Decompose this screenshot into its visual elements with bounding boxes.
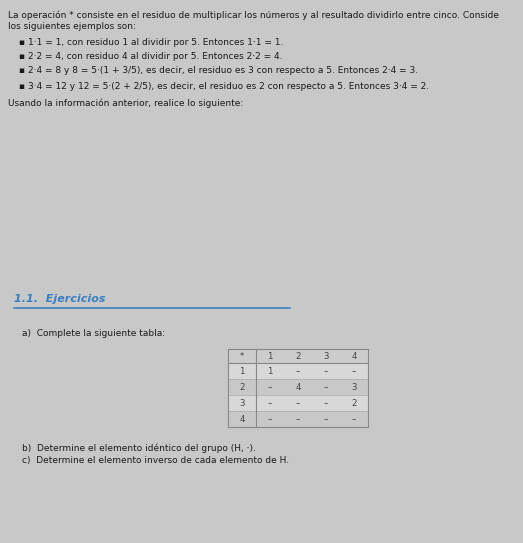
Text: 1: 1 <box>267 367 273 376</box>
Text: –: – <box>268 399 272 408</box>
Text: ▪: ▪ <box>18 52 24 61</box>
Text: 1: 1 <box>239 367 245 376</box>
Bar <box>228 363 368 379</box>
Text: c)  Determine el elemento inverso de cada elemento de H.: c) Determine el elemento inverso de cada… <box>22 456 289 465</box>
Text: 2: 2 <box>351 399 357 408</box>
Text: –: – <box>268 415 272 424</box>
Text: los siguientes ejemplos son:: los siguientes ejemplos son: <box>8 22 136 31</box>
Text: 1·1 = 1, con residuo 1 al dividir por 5. Entonces 1⋅1 = 1.: 1·1 = 1, con residuo 1 al dividir por 5.… <box>28 38 283 47</box>
Text: 4: 4 <box>239 415 245 424</box>
Text: –: – <box>352 367 356 376</box>
Text: ▪: ▪ <box>18 66 24 75</box>
Text: –: – <box>268 383 272 392</box>
Text: 3: 3 <box>239 399 245 408</box>
Text: –: – <box>324 399 328 408</box>
Text: 3: 3 <box>323 352 329 361</box>
Text: 2·4 = 8 y 8 = 5·(1 + 3/5), es decir, el residuo es 3 con respecto a 5. Entonces : 2·4 = 8 y 8 = 5·(1 + 3/5), es decir, el … <box>28 66 418 75</box>
Bar <box>228 411 368 427</box>
Text: 3: 3 <box>351 383 357 392</box>
Text: –: – <box>324 383 328 392</box>
Text: 1.1.  Ejercicios: 1.1. Ejercicios <box>14 294 106 304</box>
Text: –: – <box>324 415 328 424</box>
Text: 1: 1 <box>267 352 273 361</box>
Text: –: – <box>296 399 300 408</box>
Text: *: * <box>240 352 244 361</box>
Text: a)  Complete la siguiente tabla:: a) Complete la siguiente tabla: <box>22 329 165 338</box>
Text: 3·4 = 12 y 12 = 5·(2 + 2/5), es decir, el residuo es 2 con respecto a 5. Entonce: 3·4 = 12 y 12 = 5·(2 + 2/5), es decir, e… <box>28 82 429 91</box>
Text: 4: 4 <box>351 352 357 361</box>
Text: Usando la información anterior, realice lo siguiente:: Usando la información anterior, realice … <box>8 98 243 108</box>
Text: 4: 4 <box>295 383 301 392</box>
Text: –: – <box>296 367 300 376</box>
Text: 2·2 = 4, con residuo 4 al dividir por 5. Entonces 2⋅2 = 4.: 2·2 = 4, con residuo 4 al dividir por 5.… <box>28 52 282 61</box>
Bar <box>228 395 368 411</box>
Text: –: – <box>352 415 356 424</box>
Text: 2: 2 <box>295 352 301 361</box>
Text: ▪: ▪ <box>18 82 24 91</box>
Text: b)  Determine el elemento idéntico del grupo (H, ⋅).: b) Determine el elemento idéntico del gr… <box>22 443 256 453</box>
Bar <box>228 349 368 363</box>
Bar <box>228 379 368 395</box>
Text: ▪: ▪ <box>18 38 24 47</box>
Text: –: – <box>324 367 328 376</box>
Text: –: – <box>296 415 300 424</box>
Text: 2: 2 <box>239 383 245 392</box>
Text: La operación * consiste en el residuo de multiplicar los números y al resultado : La operación * consiste en el residuo de… <box>8 10 499 20</box>
